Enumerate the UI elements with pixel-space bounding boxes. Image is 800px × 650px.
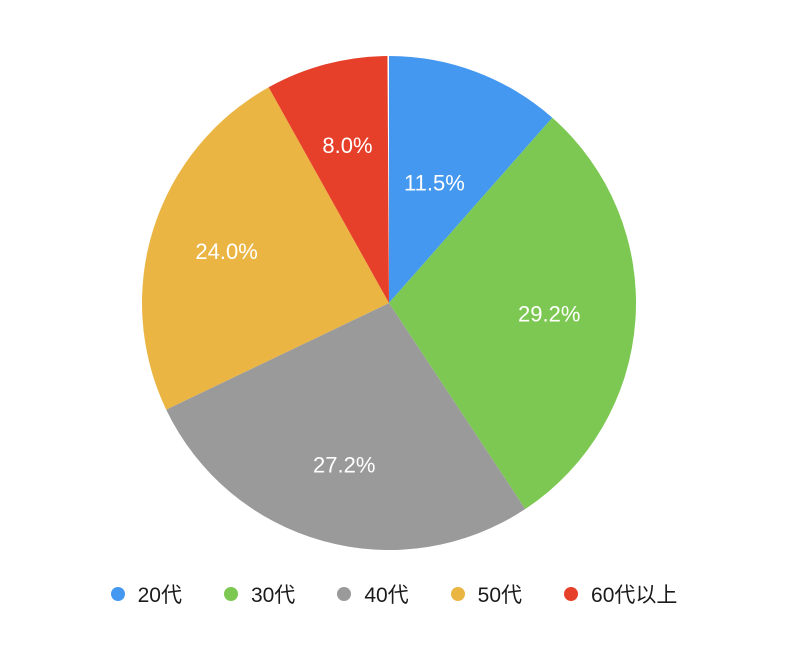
legend-dot-icon [337, 587, 352, 601]
pie-slice-1 [389, 117, 637, 510]
pie-slice-label-1: 29.2% [518, 302, 580, 327]
legend-label-2: 40代 [364, 584, 409, 607]
legend-item-4: 60代以上 [564, 579, 677, 609]
pie-slice-label-3: 24.0% [195, 239, 257, 264]
legend-label-1: 30代 [250, 584, 296, 607]
legend-label-0: 20代 [137, 584, 182, 607]
legend-dot-icon [564, 587, 579, 601]
legend-item-2: 40代 [337, 579, 409, 609]
legend-label-4: 60代以上 [591, 584, 678, 607]
pie-slice-0 [389, 56, 553, 303]
legend-dot-icon [223, 587, 238, 601]
legend-item-3: 50代 [450, 579, 523, 609]
pie-slice-label-0: 11.5% [404, 170, 465, 195]
pie-slice-4 [268, 56, 389, 303]
legend-dot-icon [110, 587, 125, 601]
pie-slice-label-2: 27.2% [313, 452, 375, 477]
pie-slice-label-4: 8.0% [322, 133, 372, 158]
legend-label-3: 50代 [477, 584, 523, 607]
chart-legend: 20代 30代 40代 50代 60代以上 [0, 577, 794, 611]
legend-dot-icon [450, 587, 465, 601]
legend-item-1: 30代 [223, 579, 296, 609]
pie-slice-3 [141, 87, 389, 410]
pie-slice-2 [166, 303, 526, 551]
legend-item-0: 20代 [110, 579, 182, 609]
